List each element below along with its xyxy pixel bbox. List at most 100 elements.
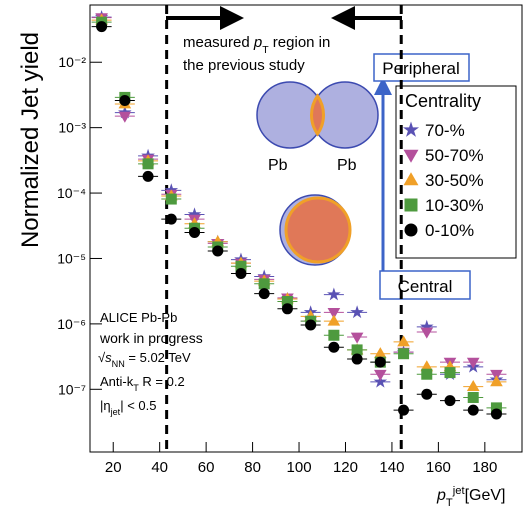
y-tick-label: 10⁻⁷ bbox=[58, 381, 86, 397]
region-note: measured pT region in bbox=[183, 34, 330, 56]
region-note: the previous study bbox=[183, 57, 305, 74]
text-part: measured bbox=[183, 34, 254, 51]
data-point bbox=[490, 402, 502, 414]
text-part: T bbox=[446, 497, 453, 509]
y-tick-label: 10⁻⁴ bbox=[57, 185, 86, 201]
data-point bbox=[444, 367, 456, 379]
data-point bbox=[373, 374, 388, 388]
text-part: | < 0.5 bbox=[120, 398, 156, 413]
data-point bbox=[235, 267, 247, 279]
data-point bbox=[444, 395, 456, 407]
x-tick-label: 80 bbox=[244, 459, 261, 476]
legend-label: 10-30% bbox=[425, 196, 484, 215]
data-point bbox=[398, 348, 410, 360]
data-point bbox=[328, 329, 340, 341]
data-point bbox=[420, 327, 434, 339]
data-point bbox=[398, 404, 410, 416]
legend-label: 50-70% bbox=[425, 146, 484, 165]
y-tick-label: 10⁻⁵ bbox=[57, 250, 86, 266]
nucleus-label: Pb bbox=[337, 157, 357, 174]
y-tick-label: 10⁻⁶ bbox=[57, 316, 86, 332]
data-point bbox=[350, 332, 364, 344]
legend-label: 30-50% bbox=[425, 171, 484, 190]
data-point bbox=[351, 353, 363, 365]
text-part: p bbox=[253, 34, 262, 51]
data-point bbox=[420, 360, 434, 372]
legend-marker bbox=[403, 149, 419, 163]
data-point bbox=[466, 379, 480, 391]
text-part: R = 0.2 bbox=[139, 374, 185, 389]
data-point bbox=[490, 375, 503, 387]
y-tick-label: 10⁻² bbox=[58, 54, 86, 70]
data-point bbox=[328, 341, 340, 353]
legend-marker bbox=[403, 172, 419, 186]
legend-marker bbox=[404, 223, 418, 237]
text-part: |η bbox=[100, 398, 111, 413]
central-label: Central bbox=[398, 277, 453, 296]
x-tick-label: 160 bbox=[426, 459, 451, 476]
data-point bbox=[351, 344, 363, 356]
x-tick-label: 60 bbox=[198, 459, 215, 476]
text-part: T bbox=[262, 44, 269, 56]
data-point bbox=[187, 207, 202, 221]
data-point bbox=[118, 111, 132, 123]
x-axis-label: pTjet[GeV] bbox=[436, 485, 505, 509]
text-part: region in bbox=[269, 34, 331, 51]
data-point bbox=[327, 287, 341, 301]
data-point bbox=[421, 388, 433, 400]
data-point bbox=[490, 408, 502, 420]
data-point bbox=[235, 260, 247, 272]
data-point bbox=[327, 307, 341, 319]
text-part: [GeV] bbox=[465, 487, 506, 504]
central-collision bbox=[279, 194, 352, 266]
text-part: NN bbox=[112, 359, 125, 369]
data-point bbox=[350, 305, 364, 319]
x-tick-label: 20 bbox=[105, 459, 122, 476]
peripheral-label: Peripheral bbox=[382, 59, 460, 78]
nucleus-label: Pb bbox=[268, 157, 288, 174]
y-tick-label: 10⁻³ bbox=[58, 120, 86, 136]
data-point bbox=[373, 369, 387, 381]
y-axis-label: Normalized Jet yield bbox=[17, 32, 44, 248]
data-point bbox=[281, 303, 293, 315]
x-tick-label: 180 bbox=[472, 459, 497, 476]
data-point bbox=[142, 170, 154, 182]
x-tick-label: 120 bbox=[333, 459, 358, 476]
algorithm-label: Anti-kT R = 0.2 bbox=[100, 374, 185, 393]
text-part: jet bbox=[110, 407, 121, 417]
data-point bbox=[373, 347, 387, 359]
x-tick-label: 40 bbox=[151, 459, 168, 476]
data-point bbox=[466, 357, 480, 369]
data-point bbox=[119, 95, 131, 107]
text-part: T bbox=[133, 383, 139, 393]
text-part: √s bbox=[98, 350, 112, 365]
data-point bbox=[165, 213, 177, 225]
data-point bbox=[374, 356, 386, 368]
legend-marker bbox=[404, 198, 418, 212]
data-point bbox=[165, 193, 177, 205]
central-box bbox=[379, 270, 471, 300]
data-point bbox=[142, 158, 154, 170]
data-point bbox=[212, 245, 224, 257]
x-tick-label: 100 bbox=[287, 459, 312, 476]
plot-frame bbox=[89, 4, 523, 453]
legend-title: Centrality bbox=[405, 91, 481, 111]
data-point bbox=[467, 404, 479, 416]
peripheral-collision bbox=[256, 81, 379, 149]
data-point bbox=[258, 278, 270, 290]
peripheral-box bbox=[373, 53, 470, 82]
data-point bbox=[467, 391, 479, 403]
legend-label: 70-% bbox=[425, 121, 465, 140]
text-part: p bbox=[436, 487, 446, 504]
x-tick-label: 140 bbox=[379, 459, 404, 476]
text-part: = 5.02 TeV bbox=[125, 350, 191, 365]
legend-label: 0-10% bbox=[425, 221, 474, 240]
text-part: Anti-k bbox=[100, 374, 134, 389]
legend-marker bbox=[402, 121, 420, 137]
text-part: jet bbox=[452, 485, 466, 497]
data-point bbox=[96, 21, 108, 33]
data-point bbox=[421, 368, 433, 380]
data-point bbox=[397, 335, 410, 347]
data-point bbox=[327, 314, 341, 326]
